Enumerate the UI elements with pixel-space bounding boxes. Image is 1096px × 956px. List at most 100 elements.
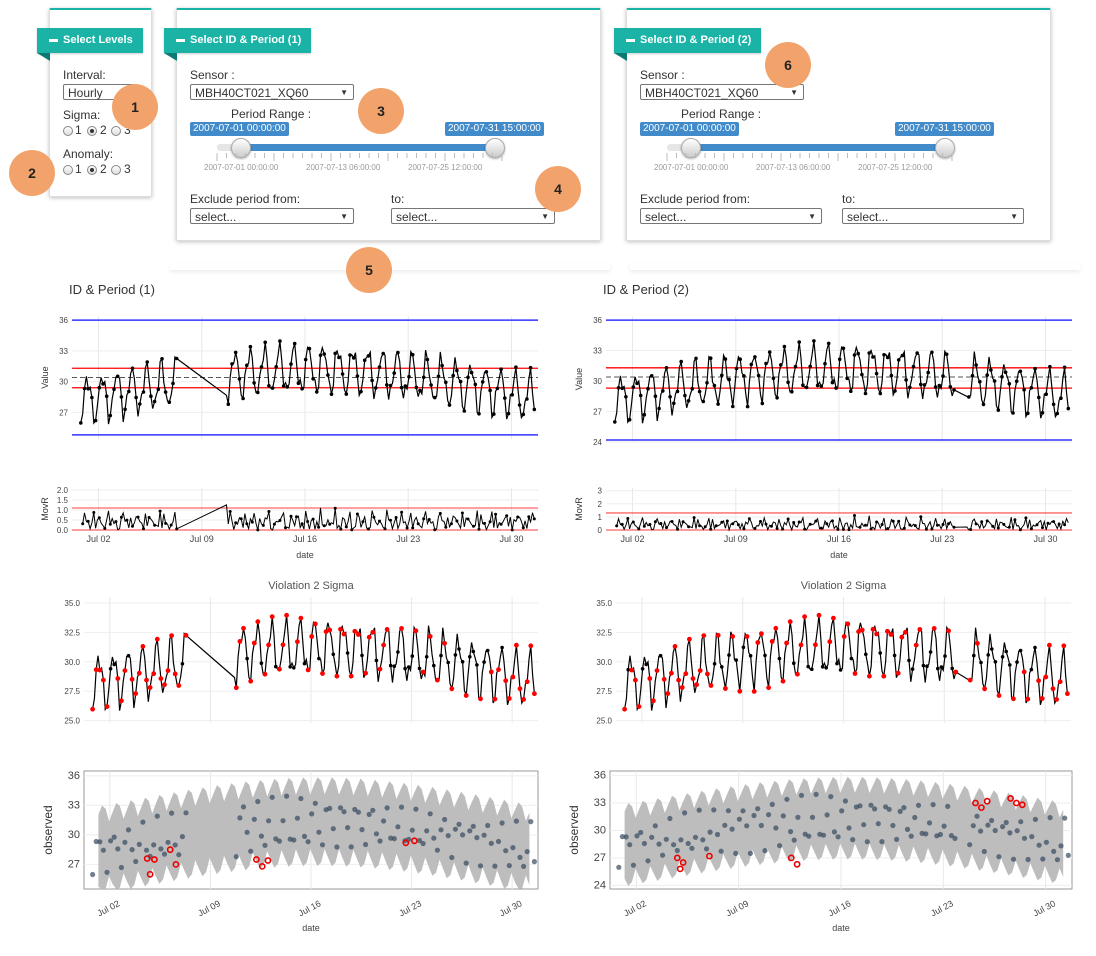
data-point bbox=[753, 527, 757, 530]
data-point bbox=[411, 526, 415, 530]
data-point bbox=[237, 815, 243, 821]
data-point bbox=[280, 642, 286, 648]
data-point bbox=[339, 527, 343, 531]
data-point bbox=[647, 676, 653, 681]
data-point bbox=[1000, 824, 1006, 830]
y-tick-label: 27 bbox=[59, 408, 68, 417]
data-point bbox=[270, 386, 275, 390]
data-point bbox=[392, 371, 397, 375]
data-point bbox=[136, 841, 142, 848]
data-point bbox=[327, 627, 333, 633]
data-point bbox=[858, 525, 862, 529]
data-point bbox=[926, 820, 933, 826]
data-point bbox=[1039, 696, 1045, 701]
data-point bbox=[506, 696, 512, 701]
anomaly-point bbox=[679, 859, 687, 866]
data-point bbox=[449, 522, 453, 526]
anomaly-radio-2[interactable] bbox=[87, 165, 97, 175]
data-point bbox=[276, 838, 282, 844]
data-point bbox=[104, 704, 110, 709]
data-point bbox=[362, 358, 367, 363]
data-point bbox=[989, 817, 995, 824]
data-point bbox=[725, 519, 729, 523]
select-id-period-2-header[interactable]: Select ID & Period (2) bbox=[614, 28, 762, 61]
data-point bbox=[899, 634, 905, 640]
y-tick-label: 2.0 bbox=[57, 486, 69, 495]
sensor-label: Sensor : bbox=[190, 68, 235, 82]
exclude-from-select[interactable]: select... ▼ bbox=[640, 208, 822, 224]
data-point bbox=[241, 625, 246, 631]
select-levels-header[interactable]: Select Levels bbox=[37, 28, 143, 61]
data-point bbox=[97, 667, 103, 673]
data-point bbox=[363, 670, 368, 676]
period-slider-handle-to[interactable] bbox=[485, 138, 505, 158]
data-point bbox=[403, 384, 408, 388]
data-point bbox=[263, 340, 268, 345]
data-point bbox=[383, 527, 387, 531]
sigma-radio-3[interactable] bbox=[111, 126, 121, 136]
data-point bbox=[615, 524, 619, 528]
data-point bbox=[736, 523, 740, 527]
data-point bbox=[506, 863, 512, 869]
collapse-icon[interactable] bbox=[49, 39, 58, 42]
data-point bbox=[141, 390, 146, 394]
data-point bbox=[630, 862, 637, 868]
data-point bbox=[1036, 678, 1041, 684]
data-point bbox=[431, 835, 437, 841]
y-tick-label: 1.0 bbox=[57, 506, 69, 515]
sigma-radio-1[interactable] bbox=[63, 126, 73, 136]
data-point bbox=[885, 355, 890, 360]
exclude-to-select[interactable]: select... ▼ bbox=[391, 208, 555, 224]
sensor-select[interactable]: MBH40CT021_XQ60 ▼ bbox=[190, 84, 354, 100]
sensor-select[interactable]: MBH40CT021_XQ60 ▼ bbox=[640, 84, 804, 100]
data-point bbox=[891, 519, 895, 523]
data-point bbox=[689, 845, 695, 851]
data-point bbox=[1021, 835, 1028, 841]
data-point bbox=[1040, 856, 1046, 862]
period-slider-handle-to[interactable] bbox=[935, 138, 955, 158]
data-point bbox=[790, 389, 794, 394]
anomaly-point bbox=[172, 861, 180, 868]
data-point bbox=[828, 794, 834, 800]
exclude-to-select[interactable]: select... ▼ bbox=[842, 208, 1024, 224]
data-point bbox=[442, 816, 448, 823]
data-point bbox=[1044, 392, 1048, 397]
data-point bbox=[131, 524, 134, 528]
data-point bbox=[280, 818, 286, 824]
anomaly-radio-3[interactable] bbox=[111, 165, 121, 175]
data-point bbox=[727, 653, 731, 657]
callout-marker: 2 bbox=[9, 150, 55, 196]
data-point bbox=[681, 520, 685, 524]
sigma-radio-2[interactable] bbox=[87, 126, 97, 136]
data-point bbox=[734, 658, 738, 662]
data-point bbox=[969, 528, 973, 531]
data-point bbox=[814, 519, 818, 523]
data-point bbox=[806, 833, 812, 839]
data-point bbox=[875, 821, 881, 827]
data-point bbox=[723, 686, 728, 691]
data-point bbox=[922, 383, 927, 387]
data-point bbox=[370, 629, 376, 635]
exclude-from-select[interactable]: select... ▼ bbox=[190, 208, 354, 224]
anomaly-radio-1[interactable] bbox=[63, 165, 73, 175]
data-point bbox=[525, 397, 529, 401]
data-point bbox=[291, 837, 297, 843]
y-tick-label: 0.5 bbox=[57, 516, 69, 525]
collapse-icon[interactable] bbox=[626, 39, 635, 42]
data-point bbox=[915, 802, 922, 808]
exclude-from-label: Exclude period from: bbox=[640, 192, 751, 206]
range-to-tag: 2007-07-31 15:00:00 bbox=[895, 122, 994, 136]
sensor-label: Sensor : bbox=[640, 68, 685, 82]
select-id-period-1-header[interactable]: Select ID & Period (1) bbox=[164, 28, 312, 61]
data-point bbox=[694, 682, 699, 688]
data-point bbox=[712, 662, 717, 666]
data-point bbox=[300, 386, 304, 391]
data-point bbox=[499, 820, 505, 826]
data-point bbox=[320, 671, 325, 676]
data-point bbox=[416, 522, 420, 526]
y-tick-label: 30 bbox=[594, 824, 606, 836]
prediction-band bbox=[624, 776, 1064, 886]
collapse-icon[interactable] bbox=[176, 39, 185, 42]
data-point bbox=[300, 522, 304, 526]
select-id-period-2-panel: Select ID & Period (2) Sensor : MBH40CT0… bbox=[614, 8, 1051, 241]
